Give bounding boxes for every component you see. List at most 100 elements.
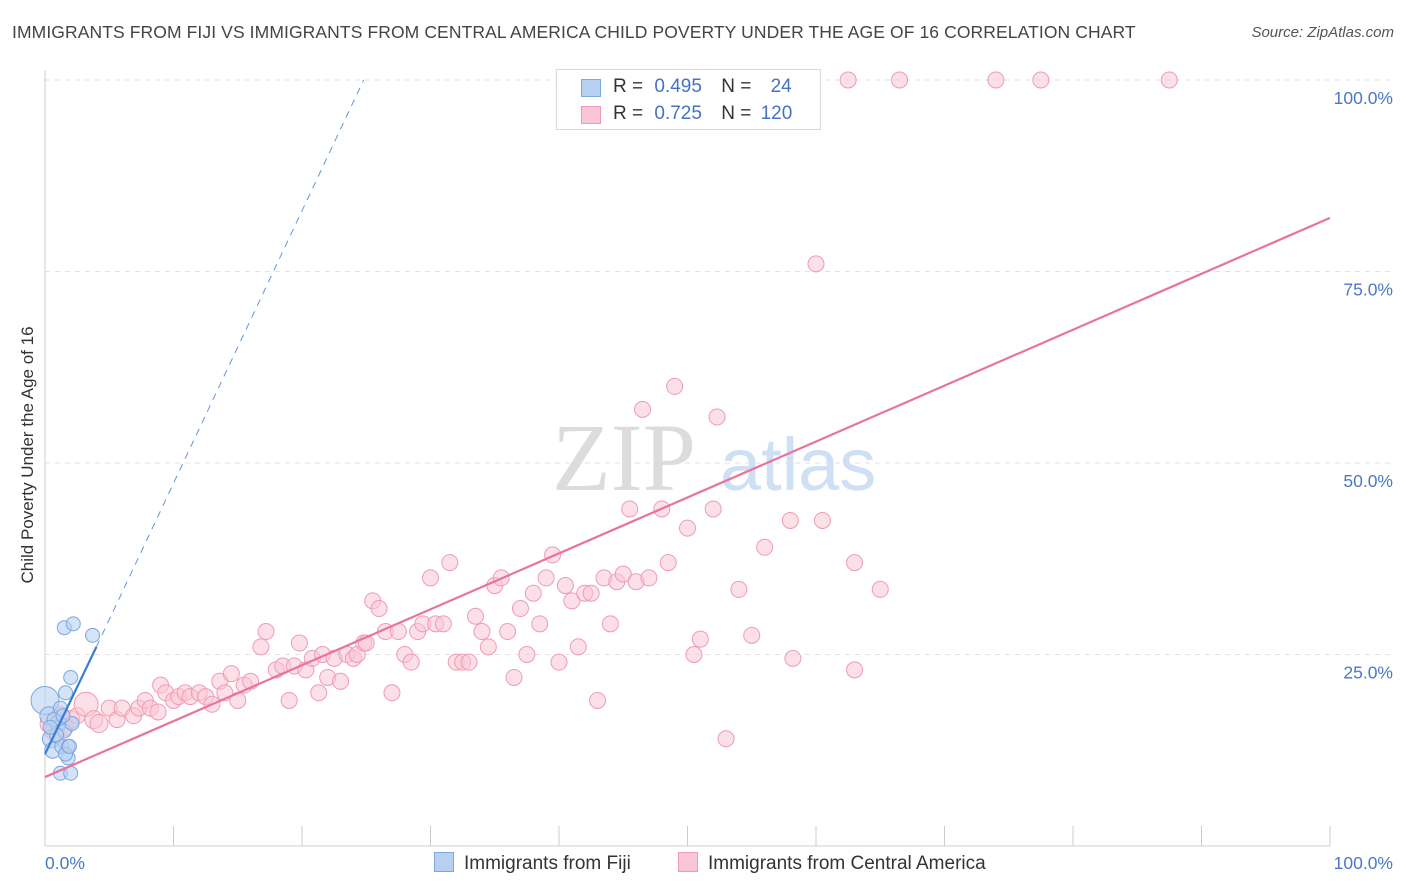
bottom-legend-fiji: Immigrants from Fiji xyxy=(434,852,631,875)
central-america-point xyxy=(813,511,831,529)
trend-lines xyxy=(44,79,1331,779)
fiji-point xyxy=(65,616,81,632)
central-america-point xyxy=(252,638,270,656)
fiji-swatch xyxy=(581,79,601,97)
central-america-point xyxy=(708,408,726,426)
central-america-point xyxy=(640,569,658,587)
central-america-r-label: R = xyxy=(613,103,644,124)
central-america-point xyxy=(499,623,517,641)
central-america-point xyxy=(290,634,308,652)
watermark-zip: ZIP xyxy=(552,404,696,511)
central-america-point xyxy=(634,400,652,418)
central-america-point xyxy=(871,580,889,598)
correlation-legend: R = 0.495 N = 24 R = 0.725 N = 120 xyxy=(556,69,821,130)
central-america-point xyxy=(666,377,684,395)
central-america-point xyxy=(807,255,825,273)
y-tick-label-75: 75.0% xyxy=(1343,280,1393,300)
fiji-legend-swatch xyxy=(434,852,454,872)
central-america-point xyxy=(563,592,581,610)
central-america-point xyxy=(987,71,1005,89)
central-america-point xyxy=(332,672,350,690)
watermark: ZIP atlas xyxy=(552,404,876,511)
central-america-point xyxy=(691,630,709,648)
central-america-point xyxy=(659,554,677,572)
central-america-point xyxy=(422,569,439,587)
central-america-point xyxy=(556,577,574,595)
y-tick-label-100: 100.0% xyxy=(1334,88,1393,108)
central-america-point xyxy=(1032,71,1050,89)
central-america-point xyxy=(511,600,529,618)
central-america-point xyxy=(582,584,600,602)
central-america-point xyxy=(784,649,802,667)
central-america-point xyxy=(1160,71,1178,89)
bottom-legend-central-america: Immigrants from Central America xyxy=(678,852,986,875)
central-america-point xyxy=(441,554,459,572)
central-america-point xyxy=(466,607,484,625)
central-america-point xyxy=(589,691,607,709)
y-axis-label: Child Poverty Under the Age of 16 xyxy=(18,326,37,584)
central-america-point xyxy=(756,538,774,556)
central-america-point xyxy=(679,519,696,537)
central-america-point xyxy=(310,684,328,702)
central-america-point xyxy=(518,646,536,663)
central-america-point xyxy=(479,638,497,656)
central-america-n-label: N = xyxy=(721,103,752,124)
fiji-trend-line xyxy=(44,646,98,755)
fiji-point xyxy=(63,669,79,685)
fiji-legend-label: Immigrants from Fiji xyxy=(464,853,631,874)
chart-title: IMMIGRANTS FROM FIJI VS IMMIGRANTS FROM … xyxy=(12,22,1136,42)
central-america-point xyxy=(685,646,703,663)
central-america-point xyxy=(730,580,748,598)
fiji-r-label: R = xyxy=(613,76,644,97)
fiji-point xyxy=(61,738,77,754)
central-america-legend-label: Immigrants from Central America xyxy=(708,853,986,874)
fiji-point xyxy=(85,627,101,643)
y-tick-label-50: 50.0% xyxy=(1343,471,1393,491)
tick-labels: 25.0% 50.0% 75.0% 100.0% 0.0% 100.0% xyxy=(45,88,1393,873)
fiji-n-value: 24 xyxy=(770,76,792,97)
fiji-trend-extension xyxy=(95,79,365,648)
central-america-point xyxy=(621,500,639,518)
central-america-r-value: 0.725 xyxy=(654,103,702,124)
central-america-swatch xyxy=(581,106,601,124)
central-america-point xyxy=(280,691,298,709)
central-america-point xyxy=(222,665,240,683)
central-america-point xyxy=(569,638,587,656)
central-america-point xyxy=(473,623,491,641)
central-america-n-value: 120 xyxy=(760,103,793,124)
central-america-point xyxy=(149,703,167,721)
fiji-point xyxy=(58,685,74,701)
central-america-point xyxy=(257,623,275,641)
central-america-point xyxy=(614,565,632,583)
central-america-point xyxy=(505,668,523,686)
central-america-point xyxy=(704,500,722,518)
central-america-point xyxy=(402,653,420,671)
central-america-point xyxy=(839,71,857,89)
central-america-point xyxy=(781,511,799,529)
central-america-point xyxy=(891,71,909,89)
central-america-point xyxy=(383,684,401,702)
watermark-atlas: atlas xyxy=(720,423,876,506)
central-america-point xyxy=(550,653,568,671)
central-america-point xyxy=(460,653,478,671)
central-america-point xyxy=(89,713,109,733)
central-america-trend-line xyxy=(44,216,1331,779)
x-tick-label-max: 100.0% xyxy=(1334,853,1393,873)
y-tick-label-25: 25.0% xyxy=(1343,663,1393,683)
central-america-point xyxy=(743,626,761,644)
x-tick-label-min: 0.0% xyxy=(45,853,85,873)
central-america-point xyxy=(846,661,864,679)
fiji-points xyxy=(30,616,101,781)
fiji-r-value: 0.495 xyxy=(654,76,702,97)
central-america-point xyxy=(531,615,549,633)
central-america-point xyxy=(370,600,388,618)
central-america-point xyxy=(434,615,452,633)
central-america-point xyxy=(717,730,735,748)
central-america-legend-swatch xyxy=(678,852,698,872)
source-label: Source: ZipAtlas.com xyxy=(1251,24,1394,41)
central-america-point xyxy=(537,569,555,587)
central-america-point xyxy=(601,615,619,633)
central-america-point xyxy=(846,554,864,572)
central-america-point xyxy=(524,584,542,602)
